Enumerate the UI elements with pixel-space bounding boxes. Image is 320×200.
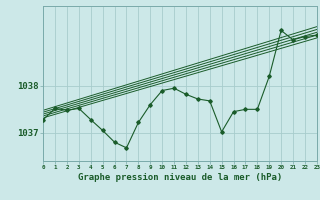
X-axis label: Graphe pression niveau de la mer (hPa): Graphe pression niveau de la mer (hPa) [78,173,282,182]
